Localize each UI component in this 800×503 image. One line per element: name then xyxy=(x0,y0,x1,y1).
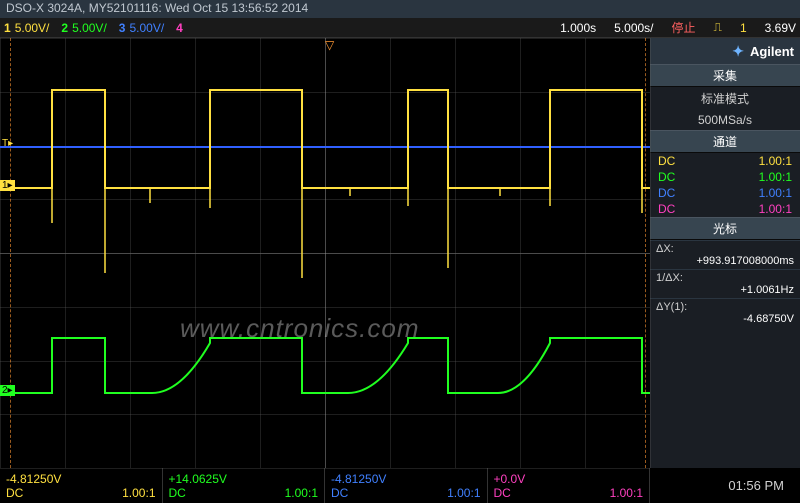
ch1-ground-marker: 1▸ xyxy=(0,180,15,191)
status-ch1[interactable]: 15.00V/ xyxy=(4,21,49,35)
ch2-ground-marker: 2▸ xyxy=(0,385,15,396)
model-string: DSO-X 3024A, MY52101116: Wed Oct 15 13:5… xyxy=(6,1,308,15)
status-ch4[interactable]: 4 xyxy=(176,21,187,35)
trigger-level-marker: T▸ xyxy=(0,138,15,149)
waveform-plot[interactable]: ▽ 1▸ 2▸ T▸ www.cntronics.com xyxy=(0,38,650,468)
channel-header[interactable]: 通道 xyxy=(650,130,800,153)
timebase-delay: 1.000s xyxy=(560,21,596,35)
status-right: 1.000s 5.000s/ 停止 ⎍ 1 3.69V xyxy=(560,19,796,36)
cursor-readout-2: ΔY(1):-4.68750V xyxy=(650,298,800,327)
main-area: ▽ 1▸ 2▸ T▸ www.cntronics.com ✦ Agilent 采… xyxy=(0,38,800,468)
channel-row-3[interactable]: DC1.00:1 xyxy=(650,185,800,201)
ch2-trace xyxy=(0,38,650,468)
trigger-edge-icon: ⎍ xyxy=(714,20,722,35)
trigger-level: 3.69V xyxy=(765,21,796,35)
device-header: DSO-X 3024A, MY52101116: Wed Oct 15 13:5… xyxy=(0,0,800,18)
brand-row: ✦ Agilent xyxy=(650,38,800,64)
status-ch2[interactable]: 25.00V/ xyxy=(61,21,106,35)
footer: -4.81250VDC1.00:1+14.0625VDC1.00:1-4.812… xyxy=(0,468,800,503)
acquire-mode: 标准模式 xyxy=(650,87,800,110)
side-panel: ✦ Agilent 采集 标准模式 500MSa/s 通道 DC1.00:1DC… xyxy=(650,38,800,468)
brand-name: Agilent xyxy=(750,44,794,59)
cursor-header[interactable]: 光标 xyxy=(650,217,800,240)
status-bar: 15.00V/25.00V/35.00V/4 1.000s 5.000s/ 停止… xyxy=(0,18,800,38)
trigger-channel: 1 xyxy=(740,21,747,35)
status-ch3[interactable]: 35.00V/ xyxy=(119,21,164,35)
footer-ch2[interactable]: +14.0625VDC1.00:1 xyxy=(163,468,326,503)
brand-logo-icon: ✦ xyxy=(732,43,744,60)
cursor-readout-1: 1/ΔX:+1.0061Hz xyxy=(650,269,800,298)
footer-ch4[interactable]: +0.0VDC1.00:1 xyxy=(488,468,651,503)
cursor-readout-0: ΔX:+993.917008000ms xyxy=(650,240,800,269)
cursor-x2[interactable] xyxy=(645,38,646,468)
run-state: 停止 xyxy=(672,19,696,36)
clock: 01:56 PM xyxy=(650,478,800,493)
cursor-x1[interactable] xyxy=(10,38,11,468)
channel-row-2[interactable]: DC1.00:1 xyxy=(650,169,800,185)
channel-row-4[interactable]: DC1.00:1 xyxy=(650,201,800,217)
footer-ch1[interactable]: -4.81250VDC1.00:1 xyxy=(0,468,163,503)
footer-ch3[interactable]: -4.81250VDC1.00:1 xyxy=(325,468,488,503)
timebase-scale: 5.000s/ xyxy=(614,21,653,35)
acquire-rate: 500MSa/s xyxy=(650,110,800,130)
watermark: www.cntronics.com xyxy=(180,313,420,344)
acquire-header[interactable]: 采集 xyxy=(650,64,800,87)
channel-row-1[interactable]: DC1.00:1 xyxy=(650,153,800,169)
